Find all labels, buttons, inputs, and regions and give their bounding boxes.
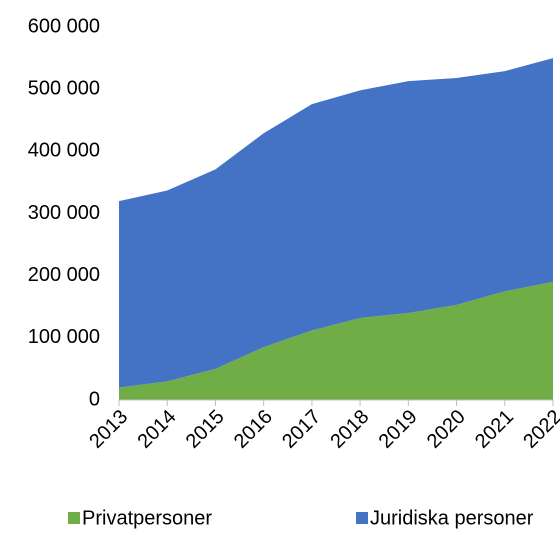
area: [119, 281, 553, 400]
x-tick-label: 2017: [278, 406, 325, 453]
legend-label: Juridiska personer: [370, 507, 534, 529]
y-tick-label: 100 000: [28, 326, 100, 348]
x-tick-label: 2015: [182, 406, 229, 453]
y-tick-label: 500 000: [28, 77, 100, 99]
y-tick-label: 300 000: [28, 202, 100, 224]
x-tick-label: 2022: [519, 406, 560, 453]
x-tick-label: 2014: [133, 406, 180, 453]
legend-swatch: [356, 512, 368, 524]
x-tick-label: 2020: [423, 406, 470, 453]
legend-swatch: [68, 512, 80, 524]
y-tick-label: 200 000: [28, 264, 100, 286]
y-tick-label: 0: [89, 388, 100, 410]
y-tick-label: 400 000: [28, 140, 100, 162]
x-tick-label: 2016: [230, 406, 277, 453]
x-tick-label: 2019: [375, 406, 422, 453]
x-tick-label: 2013: [85, 406, 132, 453]
x-tick-label: 2021: [471, 406, 518, 453]
legend-label: Privatpersoner: [82, 507, 212, 529]
area: [119, 58, 553, 388]
x-tick-label: 2018: [326, 406, 373, 453]
y-tick-label: 600 000: [28, 15, 100, 37]
